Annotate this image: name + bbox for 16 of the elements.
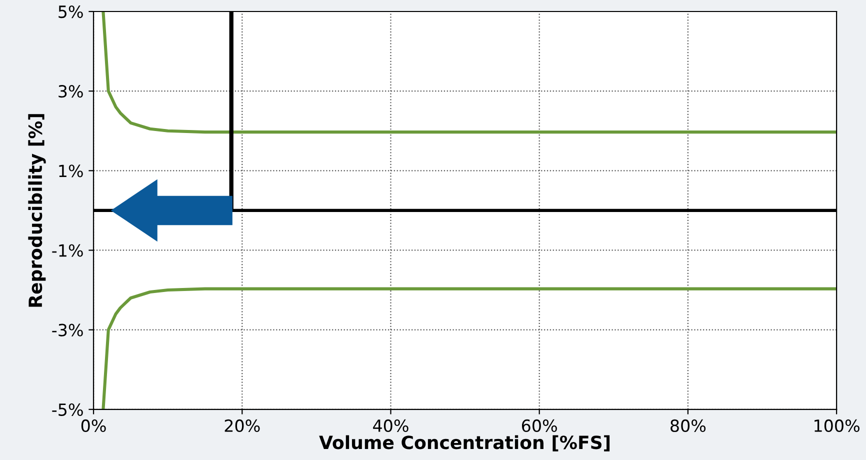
x-tick-label: 80% xyxy=(670,419,706,432)
y-tick-label: -1% xyxy=(52,244,83,257)
x-tick-label: 40% xyxy=(373,419,408,432)
x-axis-title: Volume Concentration [%FS] xyxy=(319,435,610,452)
line-series xyxy=(102,12,837,134)
y-tick-label: -5% xyxy=(52,403,83,416)
x-tick-label: 20% xyxy=(224,419,260,432)
x-tick-label: 100% xyxy=(814,419,860,432)
y-tick-label: 5% xyxy=(58,5,83,18)
y-tick-label: 3% xyxy=(58,85,83,98)
x-tick-label: 0% xyxy=(81,419,106,432)
y-tick-label: -3% xyxy=(52,324,83,336)
line-series xyxy=(102,287,837,410)
y-axis-title: Reproducibility [%] xyxy=(28,114,46,307)
y-tick-label: 1% xyxy=(59,164,83,178)
x-tick-label: 60% xyxy=(522,419,557,432)
